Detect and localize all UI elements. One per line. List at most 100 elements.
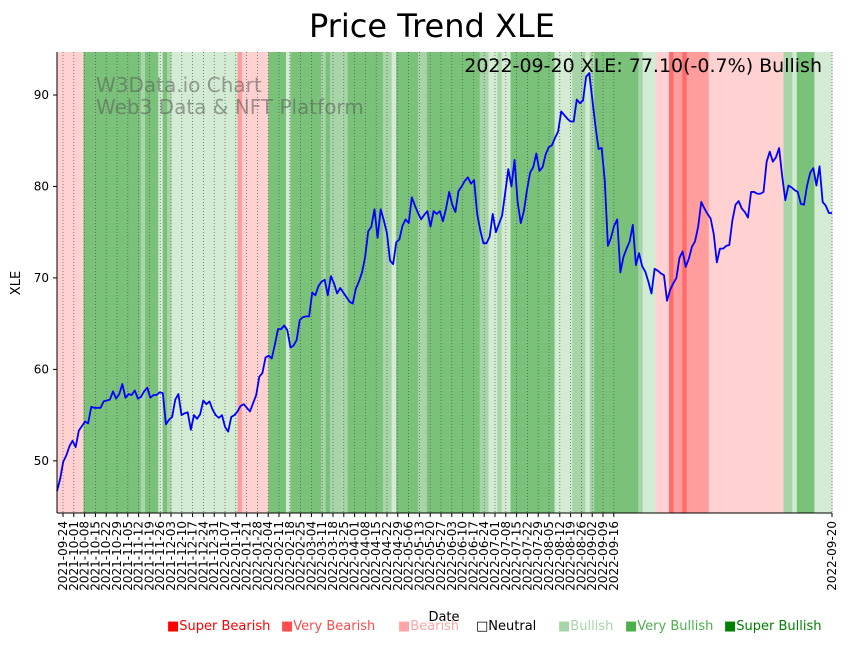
band-super_bullish: [400, 52, 406, 513]
band-super_bearish: [682, 52, 688, 513]
band-bullish: [189, 52, 195, 513]
band-super_bullish: [809, 52, 815, 513]
band-bearish: [739, 52, 745, 513]
x-tick-label: 2022-01-21: [240, 521, 254, 591]
band-bullish: [197, 52, 203, 513]
band-bearish: [61, 52, 67, 513]
band-bearish: [255, 52, 261, 513]
band-bullish: [158, 52, 164, 513]
x-tick-label: 2022-04-29: [391, 521, 405, 591]
band-bearish: [730, 52, 736, 513]
band-super_bullish: [369, 52, 375, 513]
x-tick-label: 2021-11-26: [153, 521, 167, 591]
x-tick-label: 2022-03-11: [315, 521, 329, 591]
band-super_bullish: [87, 52, 93, 513]
legend-label-bullish: Bullish: [570, 619, 614, 634]
band-bearish: [70, 52, 76, 513]
band-bullish: [492, 52, 498, 513]
band-super_bullish: [598, 52, 604, 513]
status-annotation: 2022-09-20 XLE: 77.10(-0.7%) Bullish: [464, 55, 822, 77]
legend-swatch-very-bearish: ■: [281, 619, 294, 634]
band-super_bearish: [669, 52, 675, 513]
band-bearish: [735, 52, 741, 513]
band-super_bullish: [149, 52, 155, 513]
band-bearish: [65, 52, 71, 513]
band-super_bullish: [105, 52, 111, 513]
x-tick-label: 2022-06-10: [456, 521, 470, 591]
legend-swatch-super-bearish: ■: [167, 619, 180, 634]
x-tick-label: 2021-11-12: [132, 521, 146, 591]
legend-swatch-neutral: □: [476, 619, 489, 634]
band-bullish: [391, 52, 397, 513]
band-super_bullish: [352, 52, 358, 513]
band-bullish: [814, 52, 820, 513]
x-tick-label: 2021-12-17: [186, 521, 200, 591]
band-very_bearish: [673, 52, 679, 513]
band-bullish: [651, 52, 657, 513]
y-tick-label: 90: [34, 88, 49, 102]
band-super_bullish: [123, 52, 129, 513]
band-super_bullish: [109, 52, 115, 513]
band-bearish: [57, 52, 62, 513]
band-bullish: [792, 52, 798, 513]
band-super_bullish: [462, 52, 468, 513]
x-tick-label: 2022-04-01: [348, 521, 362, 591]
band-super_bullish: [347, 52, 353, 513]
x-tick-label: 2021-09-24: [56, 521, 70, 591]
band-bullish: [193, 52, 199, 513]
band-super_bullish: [611, 52, 617, 513]
band-very_bullish: [479, 52, 485, 513]
band-super_bullish: [603, 52, 609, 513]
band-super_bullish: [303, 52, 309, 513]
x-tick-label: 2021-10-01: [67, 521, 81, 591]
legend-swatch-very-bullish: ■: [625, 619, 638, 634]
legend-label-very-bullish: Very Bullish: [637, 619, 714, 634]
band-super_bullish: [444, 52, 450, 513]
legend-label-super-bullish: Super Bullish: [736, 619, 822, 634]
x-tick-label: 2022-05-13: [412, 521, 426, 591]
band-bullish: [501, 52, 507, 513]
band-very_bearish: [704, 52, 710, 513]
x-tick-label: 2022-01-07: [218, 521, 232, 591]
band-very_bullish: [581, 52, 587, 513]
band-super_bullish: [629, 52, 635, 513]
x-tick-label: 2021-12-31: [207, 521, 221, 591]
x-tick-label: 2022-04-15: [369, 521, 383, 591]
x-tick-label: 2022-04-22: [380, 521, 394, 591]
band-super_bullish: [153, 52, 159, 513]
y-tick-label: 80: [34, 179, 49, 193]
band-bearish: [765, 52, 771, 513]
band-very_bearish: [695, 52, 701, 513]
x-tick-label: 2022-07-01: [488, 521, 502, 591]
band-very_bearish: [691, 52, 697, 513]
band-super_bullish: [92, 52, 98, 513]
band-super_bullish: [594, 52, 600, 513]
band-bearish: [748, 52, 754, 513]
band-super_bullish: [131, 52, 137, 513]
y-tick-label: 60: [34, 362, 49, 376]
band-super_bullish: [523, 52, 529, 513]
band-super_bullish: [404, 52, 410, 513]
legend-swatch-bearish: ■: [398, 619, 411, 634]
band-bullish: [184, 52, 190, 513]
vertical-gridlines: [62, 52, 833, 513]
band-bearish: [259, 52, 265, 513]
band-very_bullish: [572, 52, 578, 513]
x-tick-label: 2022-07-22: [520, 521, 534, 591]
band-bearish: [774, 52, 780, 513]
legend-item-neutral: □Neutral: [476, 619, 536, 634]
x-tick-label: 2022-03-25: [337, 521, 351, 591]
band-super_bullish: [325, 52, 331, 513]
band-super_bullish: [118, 52, 124, 513]
band-super_bullish: [162, 52, 168, 513]
x-tick-label: 2022-05-06: [402, 521, 416, 591]
legend-label-neutral: Neutral: [488, 619, 537, 634]
band-very_bullish: [167, 52, 173, 513]
band-super_bullish: [426, 52, 432, 513]
band-super_bullish: [541, 52, 547, 513]
legend-item-super-bearish: ■Super Bearish: [167, 619, 270, 634]
x-tick-label: 2022-02-04: [261, 521, 275, 591]
band-bearish: [79, 52, 85, 513]
x-tick-label: 2022-06-24: [477, 521, 491, 591]
band-bullish: [488, 52, 494, 513]
